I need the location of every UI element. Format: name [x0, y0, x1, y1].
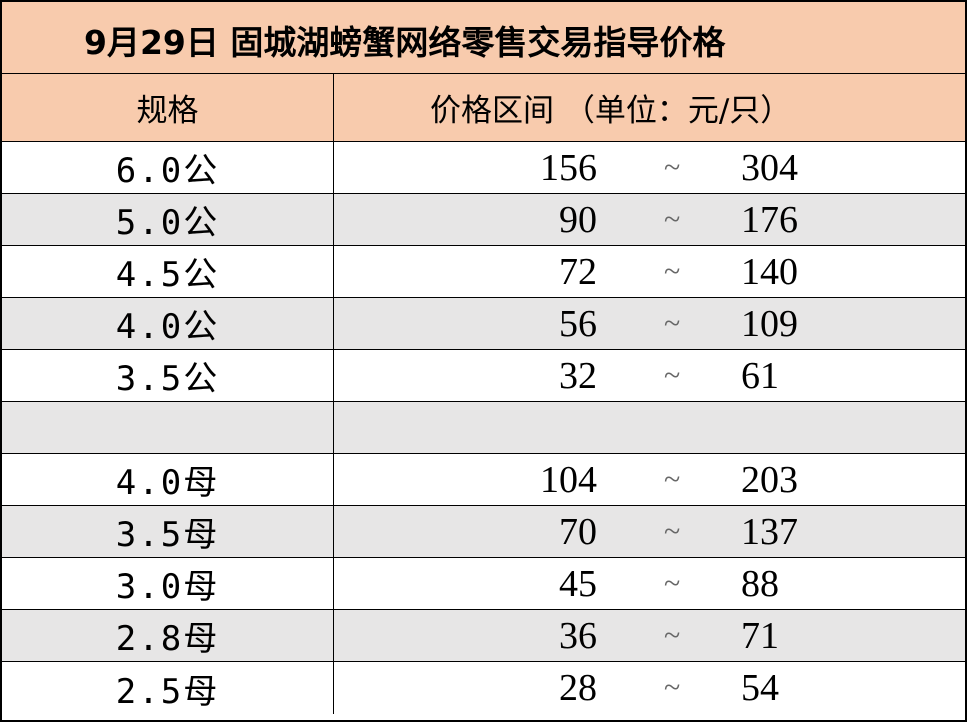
spec-cell: 6.0公: [2, 142, 334, 193]
title-row: 9月29日 固城湖螃蟹网络零售交易指导价格: [2, 2, 965, 74]
spec-cell: 4.0公: [2, 298, 334, 349]
table-row: 3.5母 70 ~137: [2, 506, 965, 558]
spec-cell: 4.5公: [2, 246, 334, 297]
price-high: 109: [741, 302, 798, 345]
spec-cell: [2, 402, 334, 453]
range-cell: 36 ~71: [334, 610, 965, 661]
price-low: 72: [559, 250, 597, 293]
spec-cell: 3.5母: [2, 506, 334, 557]
range-cell: [334, 402, 965, 453]
spec-value: 4.0公: [115, 307, 220, 347]
price-high: 176: [741, 198, 798, 241]
spec-cell: 4.0母: [2, 454, 334, 505]
header-spec-label: 规格: [136, 93, 199, 129]
table-row: 4.5公 72 ~140: [2, 246, 965, 298]
table-title: 9月29日 固城湖螃蟹网络零售交易指导价格: [84, 23, 726, 62]
range-cell: 32 ~61: [334, 350, 965, 401]
header-row: 规格 价格区间 （单位：元/只）: [2, 74, 965, 142]
table-row: 5.0公 90 ~176: [2, 194, 965, 246]
range-cell: 90 ~176: [334, 194, 965, 245]
range-separator: ~: [664, 150, 681, 184]
spec-value: 2.5母: [115, 671, 220, 712]
range-separator: ~: [664, 202, 681, 236]
price-high: 137: [741, 510, 798, 553]
header-spec-cell: 规格: [2, 74, 334, 141]
price-low: 156: [540, 146, 597, 189]
spec-value: 2.8母: [115, 619, 220, 659]
range-separator: ~: [664, 306, 681, 340]
range-separator: ~: [664, 618, 681, 652]
range-separator: ~: [664, 358, 681, 392]
table-row: 4.0母 104 ~203: [2, 454, 965, 506]
table-row: 2.8母 36 ~71: [2, 610, 965, 662]
price-low: 104: [540, 458, 597, 501]
spec-value: 6.0公: [115, 151, 220, 191]
spec-cell: 3.5公: [2, 350, 334, 401]
price-high: 203: [741, 458, 798, 501]
range-cell: 104 ~203: [334, 454, 965, 505]
spec-value: 3.5公: [115, 359, 220, 399]
spec-value: 3.5母: [115, 515, 220, 555]
price-low: 28: [559, 667, 597, 709]
price-high: 140: [741, 250, 798, 293]
spec-value: 4.0母: [115, 463, 220, 503]
spec-cell: 3.0母: [2, 558, 334, 609]
table-row: 4.0公 56 ~109: [2, 298, 965, 350]
range-cell: 72 ~140: [334, 246, 965, 297]
range-separator: ~: [664, 462, 681, 496]
range-cell: 156 ~304: [334, 142, 965, 193]
spec-value: 3.0母: [115, 567, 220, 607]
price-low: 70: [559, 510, 597, 553]
price-high: 54: [741, 667, 779, 709]
price-low: 45: [559, 562, 597, 605]
price-high: 304: [741, 146, 798, 189]
spec-cell: 2.5母: [2, 662, 334, 714]
price-low: 90: [559, 198, 597, 241]
price-high: 88: [741, 562, 779, 605]
table-row: 3.5公 32 ~61: [2, 350, 965, 402]
price-low: 56: [559, 302, 597, 345]
range-cell: 45 ~88: [334, 558, 965, 609]
range-separator: ~: [664, 514, 681, 548]
table-row: 2.5母 28 ~54: [2, 662, 965, 714]
range-separator: ~: [664, 671, 681, 704]
table-row-blank: [2, 402, 965, 454]
range-cell: 70 ~137: [334, 506, 965, 557]
price-low: 32: [559, 354, 597, 397]
range-cell: 56 ~109: [334, 298, 965, 349]
table-row: 6.0公 156 ~304: [2, 142, 965, 194]
range-separator: ~: [664, 566, 681, 600]
spec-cell: 2.8母: [2, 610, 334, 661]
table-row: 3.0母 45 ~88: [2, 558, 965, 610]
range-cell: 28 ~54: [334, 662, 965, 714]
range-separator: ~: [664, 254, 681, 288]
price-high: 61: [741, 354, 779, 397]
price-high: 71: [741, 614, 779, 657]
header-range-cell: 价格区间 （单位：元/只）: [334, 74, 965, 141]
header-range-label: 价格区间 （单位：元/只）: [430, 93, 792, 129]
spec-value: 4.5公: [115, 255, 220, 295]
spec-value: 5.0公: [115, 203, 220, 243]
price-low: 36: [559, 614, 597, 657]
spec-cell: 5.0公: [2, 194, 334, 245]
